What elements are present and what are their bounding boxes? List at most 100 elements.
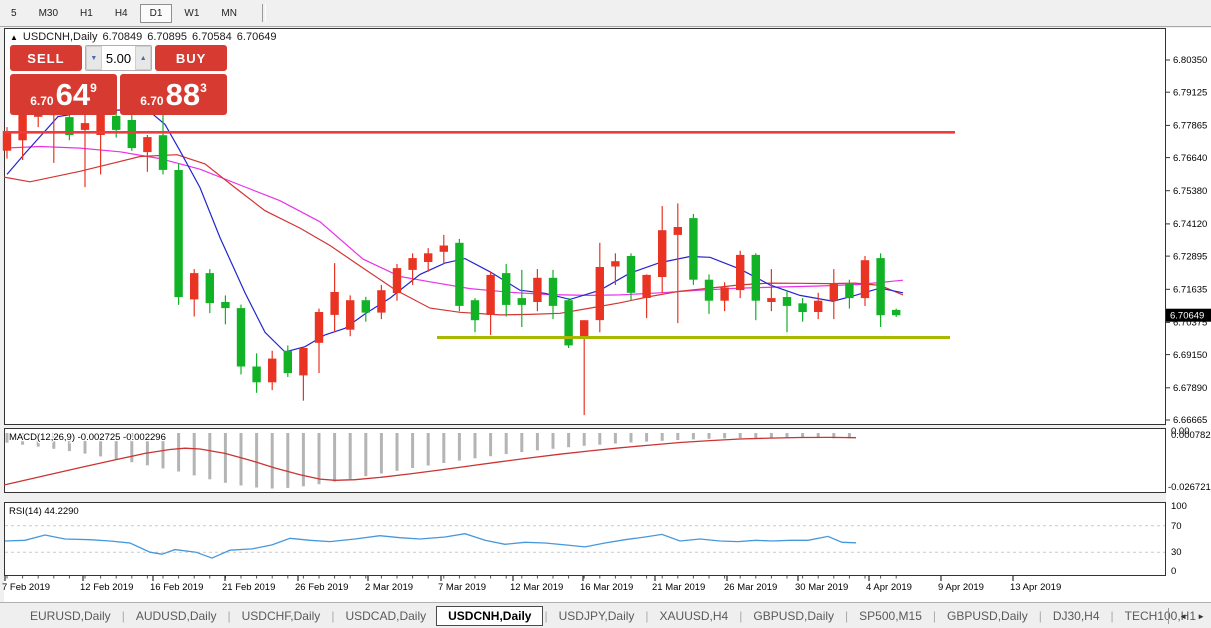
candle-body (782, 297, 792, 306)
tab-USDCNH,Daily[interactable]: USDCNH,Daily (436, 606, 544, 626)
price-tick-label: 6.76640 (1173, 153, 1207, 164)
price-tick-label: 6.79125 (1173, 87, 1207, 98)
candle-body (767, 298, 776, 302)
candle-body (689, 218, 698, 280)
tab-separator: | (544, 609, 548, 623)
candle-body (626, 256, 636, 293)
date-tick-label: 13 Apr 2019 (1010, 582, 1061, 593)
volume-increase-icon[interactable]: ▲ (135, 46, 152, 70)
svg-text:100: 100 (1171, 501, 1187, 512)
timeframe-toolbar: 5 M30 H1 H4 D1 W1 MN (0, 0, 1211, 27)
current-price-tag (1166, 308, 1211, 322)
ohlc-low: 6.70584 (192, 31, 232, 43)
date-tick-label: 26 Feb 2019 (295, 582, 348, 593)
tab-TECH100,H1[interactable]: TECH100,H1 (1124, 609, 1197, 623)
tab-USDCAD,Daily[interactable]: USDCAD,Daily (345, 609, 427, 623)
candle-body (751, 254, 760, 301)
svg-text:0.00: 0.00 (1171, 426, 1190, 437)
svg-text:30: 30 (1171, 547, 1182, 558)
candle-body (486, 274, 495, 315)
buy-button[interactable]: BUY (155, 45, 227, 71)
date-tick-label: 16 Feb 2019 (150, 582, 203, 593)
tab-SP500,M15[interactable]: SP500,M15 (859, 609, 922, 623)
svg-text:70: 70 (1171, 521, 1182, 532)
date-axis: 7 Feb 2019 12 Feb 2019 16 Feb 2019 21 Feb 2… (2, 576, 1061, 593)
buy-price-box[interactable]: 6.70 88 3 (120, 74, 227, 115)
toolbar-separator (261, 4, 266, 22)
candle-body (236, 308, 246, 367)
candle-body (314, 312, 324, 343)
candle-body (876, 258, 885, 316)
tab-GBPUSD,Daily[interactable]: GBPUSD,Daily (947, 609, 1028, 623)
timeframe-MN[interactable]: MN (221, 7, 237, 19)
date-tick-label: 26 Mar 2019 (724, 582, 777, 593)
volume-decrease-icon[interactable]: ▼ (85, 46, 102, 70)
timeframe-D1[interactable]: D1 (139, 3, 173, 23)
sell-price-big: 64 (55, 77, 91, 112)
timeframe-M30[interactable]: M30 (38, 7, 59, 19)
candle-body (65, 117, 74, 135)
one-click-trade-panel: SELL ▼ 5.00 ▲ BUY 6.70 64 9 6.70 88 3 (10, 45, 227, 115)
tabs-scroll-right-icon[interactable]: ► (1197, 611, 1205, 621)
svg-text:-0.026721: -0.026721 (1168, 482, 1211, 493)
candle-body (502, 273, 511, 305)
ohlc-open: 6.70849 (102, 31, 143, 43)
candle-body (18, 115, 27, 141)
timeframe-5[interactable]: 5 (11, 7, 17, 19)
candle-body (424, 253, 433, 262)
sell-price-sup: 9 (90, 80, 97, 95)
collapse-panel-icon[interactable]: ▲ (10, 32, 18, 42)
tab-DJ30,H4[interactable]: DJ30,H4 (1052, 609, 1100, 623)
tabs-scroll-left-icon[interactable]: ◄ (1179, 611, 1188, 621)
tab-AUDUSD,Daily[interactable]: AUDUSD,Daily (135, 609, 217, 623)
price-tick-label: 6.67890 (1173, 383, 1207, 394)
candle-body (299, 348, 308, 376)
tab-separator: | (1038, 609, 1042, 623)
candle-body (829, 283, 838, 301)
tab-XAUUSD,H4[interactable]: XAUUSD,H4 (659, 609, 729, 623)
volume-value[interactable]: 5.00 (105, 50, 132, 66)
date-tick-label: 30 Mar 2019 (795, 582, 848, 593)
price-tick-label: 6.75380 (1173, 186, 1207, 197)
volume-stepper: ▼ 5.00 ▲ (84, 45, 153, 71)
rsi-panel: RSI(14) 44.2290 100 70 30 0 (4, 501, 1187, 577)
tab-USDCHF,Daily[interactable]: USDCHF,Daily (241, 609, 321, 623)
tab-EURUSD,Daily[interactable]: EURUSD,Daily (30, 609, 111, 623)
buy-price-big: 88 (165, 77, 201, 112)
tab-separator: | (932, 609, 937, 623)
buy-price-prefix: 6.70 (140, 93, 164, 108)
candle-body (252, 366, 261, 383)
candle-body (704, 279, 714, 301)
price-tick-label: 6.66665 (1173, 415, 1207, 426)
candle-body (860, 260, 870, 299)
candle-body (642, 274, 651, 298)
candle-body (564, 300, 573, 346)
timeframe-W1[interactable]: W1 (184, 7, 200, 19)
candle-body (580, 320, 589, 339)
candle-body (408, 258, 417, 270)
tab-USDJPY,Daily[interactable]: USDJPY,Daily (558, 609, 635, 623)
timeframe-H4[interactable]: H4 (114, 7, 128, 19)
svg-text:0.000782: 0.000782 (1171, 430, 1211, 441)
tab-bar-separator (1168, 608, 1170, 624)
candle-body (392, 268, 402, 294)
sell-button[interactable]: SELL (10, 45, 82, 71)
sell-price-box[interactable]: 6.70 64 9 (10, 74, 117, 115)
macd-panel: MACD(12,26,9) -0.002725 -0.002296 0.000.0… (3, 426, 1211, 493)
candle-body (658, 230, 667, 277)
tab-GBPUSD,Daily[interactable]: GBPUSD,Daily (753, 609, 835, 623)
ohlc-close: 6.70649 (236, 31, 277, 43)
candle-body (455, 242, 464, 306)
date-tick-label: 12 Mar 2019 (510, 582, 563, 593)
candle-body (190, 273, 199, 300)
candle-body (143, 137, 152, 153)
timeframe-H1[interactable]: H1 (80, 7, 93, 19)
candle-body (174, 170, 183, 298)
candle-body (361, 300, 370, 313)
level-lines[interactable] (4, 131, 955, 339)
candle-body (548, 277, 558, 306)
date-tick-label: 21 Feb 2019 (222, 582, 275, 593)
candle-body (268, 358, 277, 383)
date-tick-label: 16 Mar 2019 (580, 582, 633, 593)
